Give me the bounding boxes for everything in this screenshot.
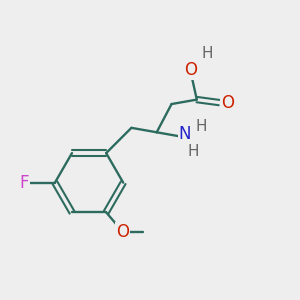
Text: H: H [202, 46, 213, 61]
Text: F: F [20, 174, 29, 192]
Text: H: H [188, 143, 199, 158]
Text: N: N [179, 125, 191, 143]
Text: H: H [196, 119, 207, 134]
Text: O: O [116, 223, 129, 241]
Text: O: O [184, 61, 197, 79]
Text: O: O [221, 94, 234, 112]
